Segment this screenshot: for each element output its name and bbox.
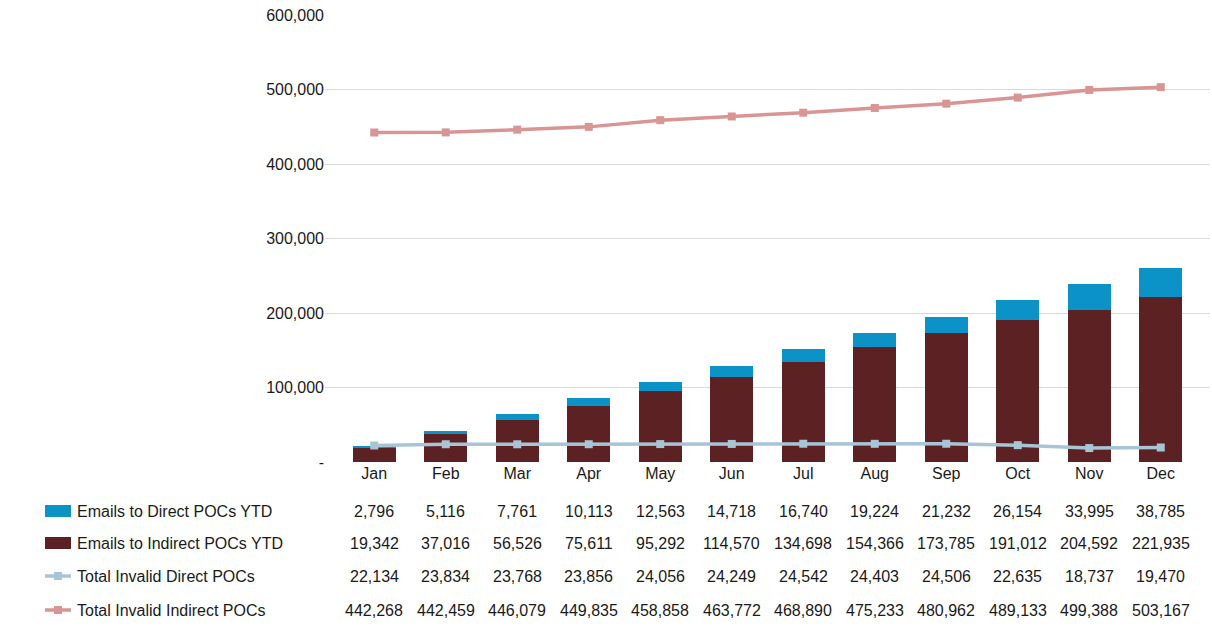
svg-text:Aug: Aug bbox=[861, 465, 889, 482]
svg-text:500,000: 500,000 bbox=[266, 81, 324, 98]
svg-text:May: May bbox=[645, 465, 675, 482]
svg-text:468,890: 468,890 bbox=[774, 602, 832, 619]
svg-text:22,134: 22,134 bbox=[350, 568, 399, 585]
svg-text:114,570: 114,570 bbox=[703, 535, 760, 552]
svg-text:38,785: 38,785 bbox=[1136, 503, 1185, 520]
svg-text:221,935: 221,935 bbox=[1132, 535, 1190, 552]
svg-text:600,000: 600,000 bbox=[266, 7, 324, 24]
svg-text:5,116: 5,116 bbox=[426, 503, 465, 520]
svg-text:33,995: 33,995 bbox=[1065, 503, 1114, 520]
svg-text:300,000: 300,000 bbox=[266, 230, 324, 247]
svg-text:Sep: Sep bbox=[932, 465, 961, 482]
svg-text:24,506: 24,506 bbox=[922, 568, 971, 585]
svg-text:Jan: Jan bbox=[361, 465, 387, 482]
svg-text:37,016: 37,016 bbox=[421, 535, 470, 552]
svg-text:23,856: 23,856 bbox=[564, 568, 613, 585]
svg-text:21,232: 21,232 bbox=[922, 503, 971, 520]
svg-text:19,470: 19,470 bbox=[1136, 568, 1185, 585]
svg-text:Total Invalid Indirect POCs: Total Invalid Indirect POCs bbox=[77, 602, 266, 619]
svg-text:200,000: 200,000 bbox=[266, 305, 324, 322]
svg-text:Jun: Jun bbox=[719, 465, 745, 482]
svg-text:75,611: 75,611 bbox=[565, 535, 613, 552]
svg-text:475,233: 475,233 bbox=[846, 602, 904, 619]
svg-text:Jul: Jul bbox=[793, 465, 813, 482]
svg-text:458,858: 458,858 bbox=[631, 602, 689, 619]
svg-text:100,000: 100,000 bbox=[266, 379, 324, 396]
svg-text:191,012: 191,012 bbox=[989, 535, 1047, 552]
svg-text:-: - bbox=[319, 454, 324, 471]
svg-text:24,056: 24,056 bbox=[636, 568, 685, 585]
svg-text:Dec: Dec bbox=[1147, 465, 1175, 482]
svg-text:26,154: 26,154 bbox=[993, 503, 1042, 520]
svg-text:22,635: 22,635 bbox=[993, 568, 1042, 585]
svg-text:Feb: Feb bbox=[432, 465, 460, 482]
svg-text:480,962: 480,962 bbox=[917, 602, 975, 619]
svg-text:7,761: 7,761 bbox=[497, 503, 537, 520]
svg-text:24,403: 24,403 bbox=[850, 568, 899, 585]
svg-text:442,459: 442,459 bbox=[417, 602, 475, 619]
svg-text:24,542: 24,542 bbox=[779, 568, 828, 585]
svg-text:204,592: 204,592 bbox=[1060, 535, 1118, 552]
svg-text:Total Invalid Direct POCs: Total Invalid Direct POCs bbox=[77, 568, 255, 585]
svg-text:10,113: 10,113 bbox=[565, 503, 613, 520]
svg-text:Oct: Oct bbox=[1005, 465, 1030, 482]
svg-text:446,079: 446,079 bbox=[488, 602, 546, 619]
svg-text:Nov: Nov bbox=[1075, 465, 1103, 482]
svg-text:24,249: 24,249 bbox=[707, 568, 756, 585]
svg-text:18,737: 18,737 bbox=[1065, 568, 1114, 585]
svg-text:56,526: 56,526 bbox=[493, 535, 542, 552]
svg-text:2,796: 2,796 bbox=[354, 503, 394, 520]
svg-text:400,000: 400,000 bbox=[266, 156, 324, 173]
svg-text:23,834: 23,834 bbox=[421, 568, 470, 585]
svg-text:Mar: Mar bbox=[503, 465, 531, 482]
svg-text:19,224: 19,224 bbox=[850, 503, 899, 520]
svg-text:19,342: 19,342 bbox=[350, 535, 399, 552]
svg-text:442,268: 442,268 bbox=[345, 602, 403, 619]
svg-text:Emails to Indirect POCs YTD: Emails to Indirect POCs YTD bbox=[77, 535, 283, 552]
svg-text:463,772: 463,772 bbox=[703, 602, 761, 619]
svg-text:134,698: 134,698 bbox=[774, 535, 832, 552]
svg-text:Apr: Apr bbox=[576, 465, 602, 482]
svg-text:Emails to Direct POCs YTD: Emails to Direct POCs YTD bbox=[77, 503, 272, 520]
svg-text:489,133: 489,133 bbox=[989, 602, 1047, 619]
svg-text:95,292: 95,292 bbox=[636, 535, 685, 552]
svg-text:12,563: 12,563 bbox=[636, 503, 685, 520]
svg-text:503,167: 503,167 bbox=[1132, 602, 1190, 619]
svg-text:23,768: 23,768 bbox=[493, 568, 542, 585]
svg-text:173,785: 173,785 bbox=[917, 535, 975, 552]
svg-text:154,366: 154,366 bbox=[846, 535, 904, 552]
svg-text:14,718: 14,718 bbox=[707, 503, 756, 520]
svg-text:16,740: 16,740 bbox=[779, 503, 828, 520]
svg-text:449,835: 449,835 bbox=[560, 602, 618, 619]
svg-text:499,388: 499,388 bbox=[1060, 602, 1118, 619]
